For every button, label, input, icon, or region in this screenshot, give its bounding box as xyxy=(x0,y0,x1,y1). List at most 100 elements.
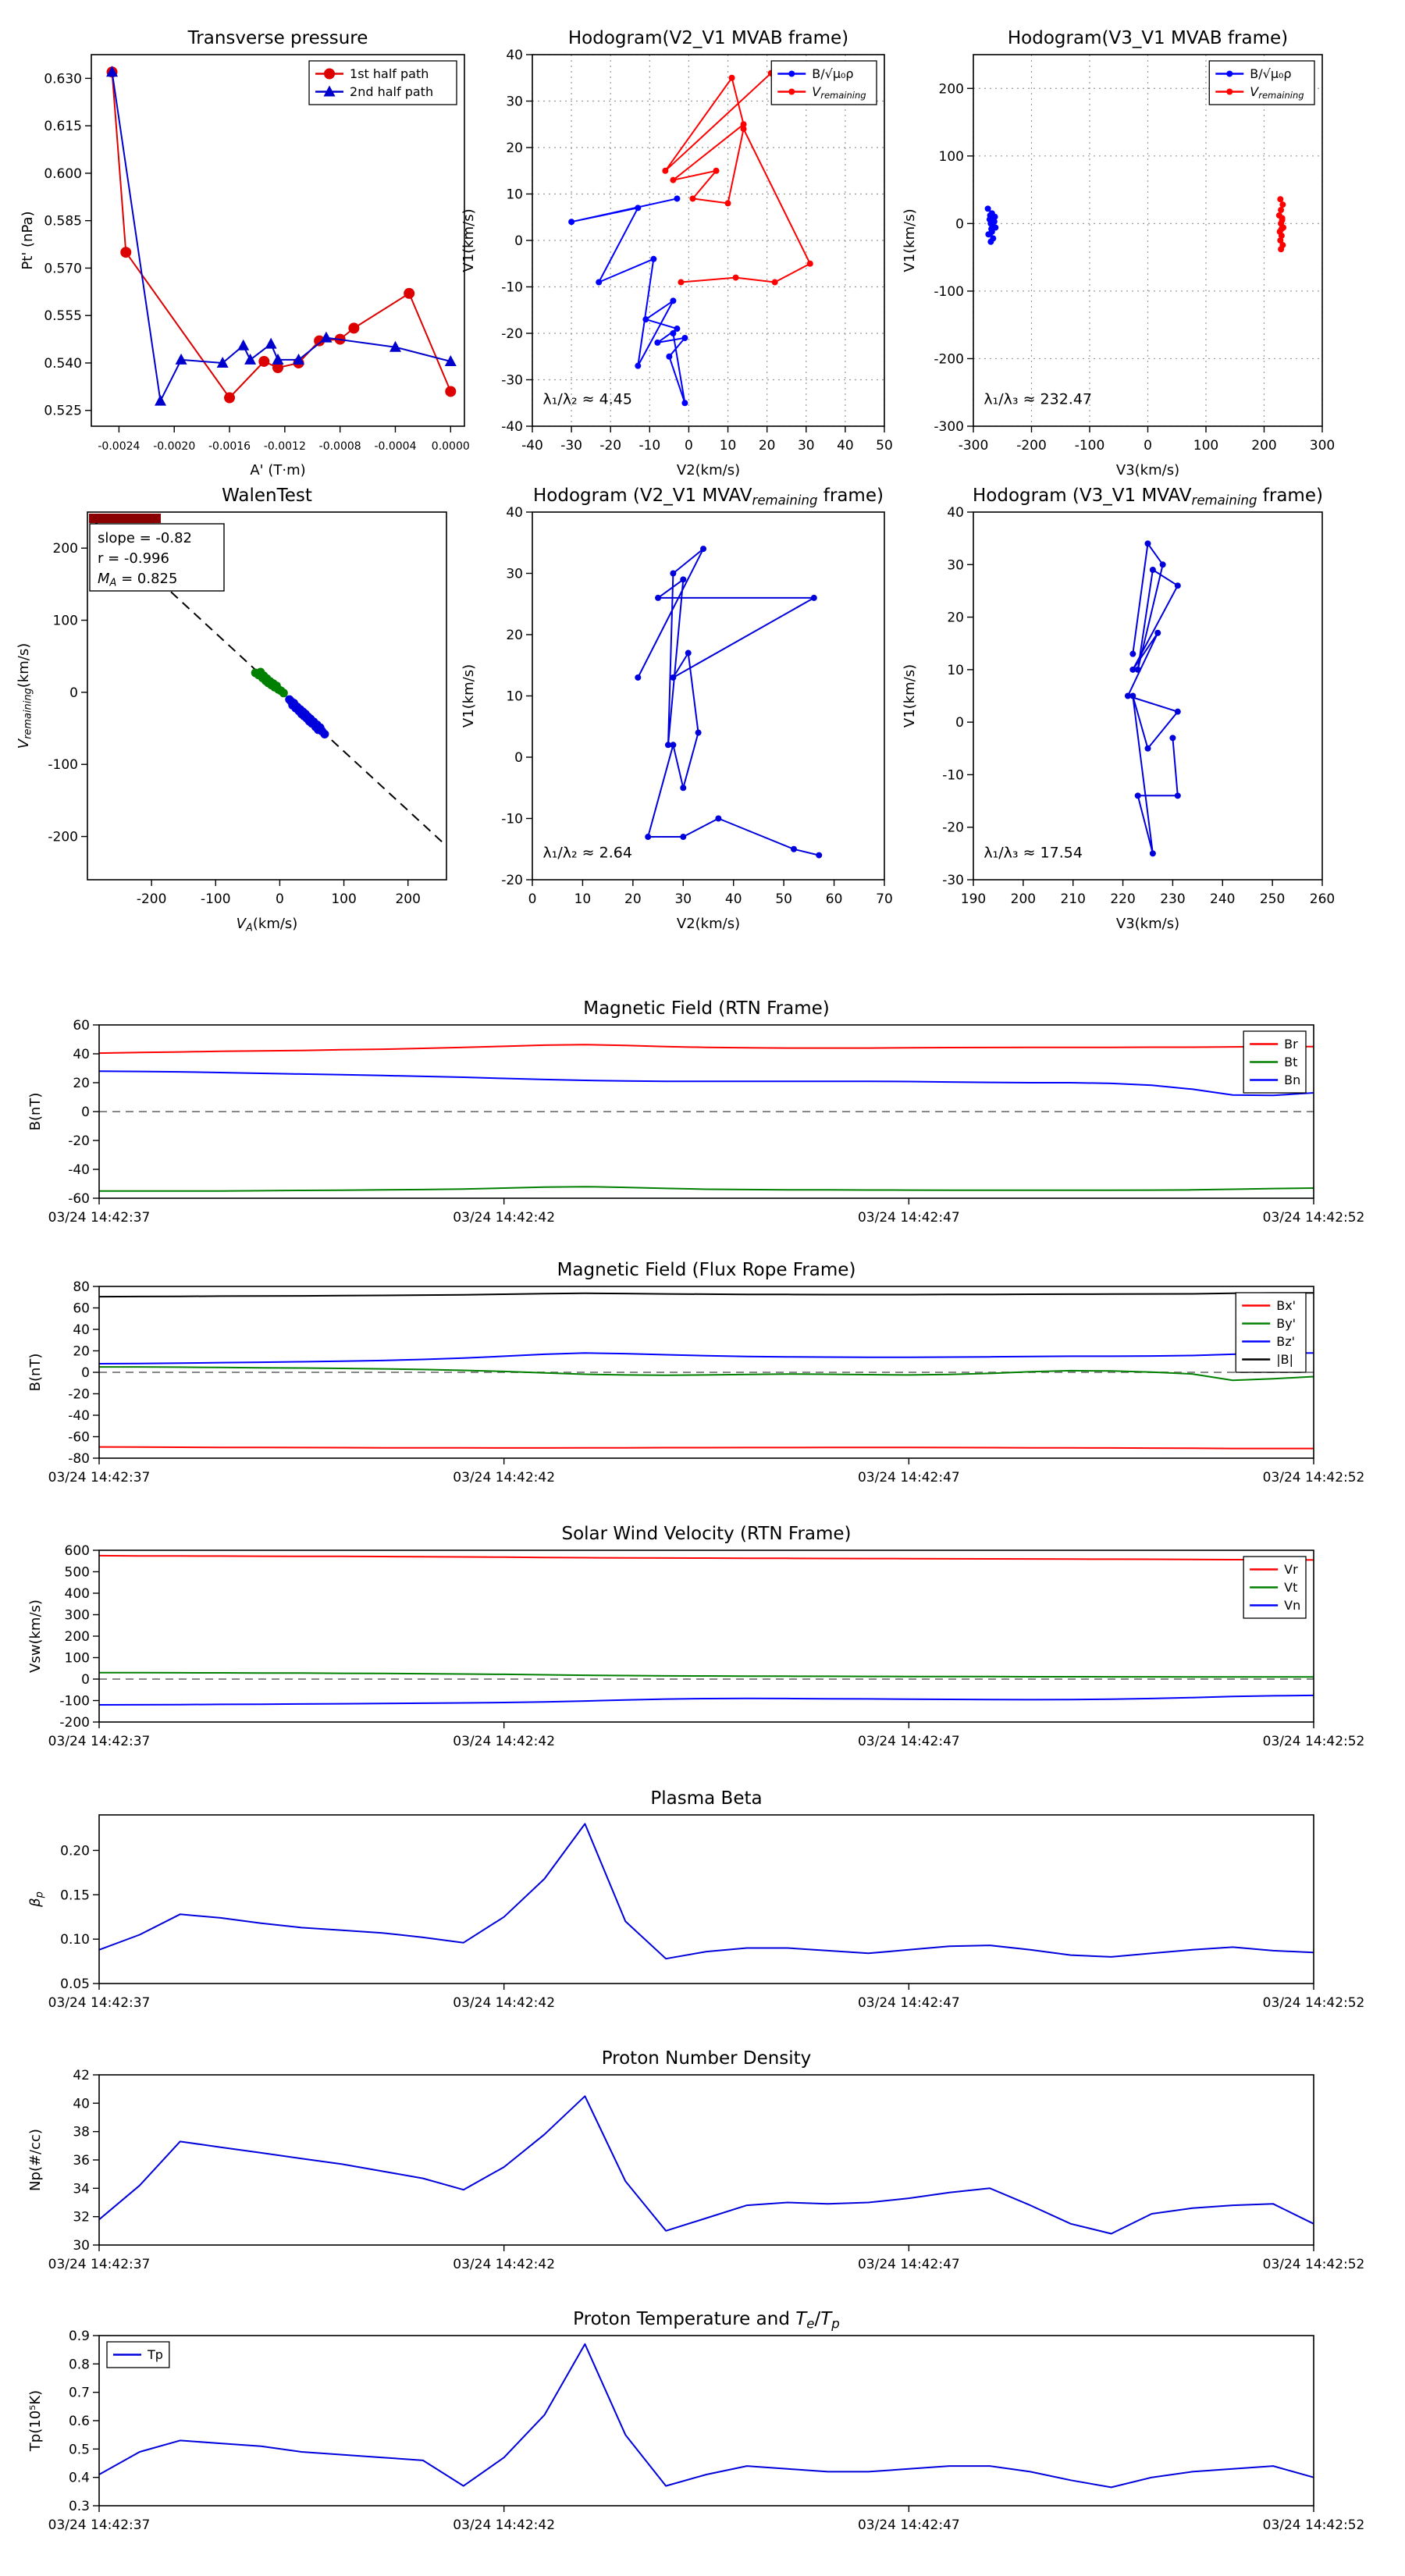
x-tick-label: 10 xyxy=(720,438,737,454)
x-tick-label: 03/24 14:42:37 xyxy=(48,1210,151,1226)
y-tick-label: -40 xyxy=(68,1162,90,1178)
y-tick-label: 200 xyxy=(65,1629,90,1645)
series-np xyxy=(98,2095,1314,2235)
y-tick-label: 100 xyxy=(65,1651,90,1667)
chart-title: Hodogram (V3_V1 MVAVremaining frame) xyxy=(973,486,1323,508)
y-tick-label: 0.6 xyxy=(69,2414,90,2429)
y-tick-label: 80 xyxy=(73,1279,90,1295)
annotation: λ₁/λ₃ ≈ 17.54 xyxy=(984,845,1083,862)
annotation: λ₁/λ₂ ≈ 2.64 xyxy=(543,845,632,862)
y-tick-label: 0.4 xyxy=(69,2471,90,2486)
y-tick-label: -100 xyxy=(934,284,964,300)
y-tick-label: 20 xyxy=(506,628,523,643)
x-tick-label: 100 xyxy=(1193,438,1218,454)
y-tick-label: 100 xyxy=(53,614,78,629)
y-tick-label: 0 xyxy=(955,715,964,731)
x-tick-label: 03/24 14:42:52 xyxy=(1263,2257,1365,2272)
y-tick-label: -40 xyxy=(501,419,523,435)
legend-item-label: 1st half path xyxy=(350,66,429,81)
chart-walen-test: -200 -100 0 100 200 -200 -100 0 100 200 WalenTest V… xyxy=(16,486,447,934)
y-tick-label: 0.615 xyxy=(44,119,82,134)
legend-item-label: Vt xyxy=(1284,1580,1297,1595)
x-tick-label: 50 xyxy=(775,891,792,907)
x-axis-label: V3(km/s) xyxy=(1116,462,1179,479)
legend-item-label: Vn xyxy=(1284,1598,1300,1613)
y-tick-label: 40 xyxy=(73,1047,90,1062)
y-tick-label: 0 xyxy=(69,685,78,701)
x-tick-label: 200 xyxy=(395,891,420,907)
x-tick-label: 03/24 14:42:47 xyxy=(858,1210,960,1226)
x-tick-label: 260 xyxy=(1310,891,1335,907)
x-tick-label: 0.0000 xyxy=(432,440,470,453)
y-tick-label: 0.9 xyxy=(69,2329,90,2344)
y-tick-label: -10 xyxy=(942,767,964,783)
y-tick-label: -60 xyxy=(68,1430,90,1446)
x-axis-label: V2(km/s) xyxy=(677,916,740,932)
chart-transverse-pressure: -0.0024 -0.0020 -0.0016 -0.0012 -0.0008 -0.00… xyxy=(20,28,470,479)
y-tick-label: 36 xyxy=(73,2153,90,2169)
y-tick-label: 42 xyxy=(73,2068,90,2083)
series-vr xyxy=(98,1554,1314,1561)
y-tick-label: 200 xyxy=(53,541,78,557)
x-tick-label: 40 xyxy=(837,438,854,454)
x-tick-label: 0 xyxy=(528,891,537,907)
series-tp xyxy=(98,2343,1314,2489)
y-tick-label: -80 xyxy=(68,1451,90,1467)
y-tick-label: 0.600 xyxy=(44,166,82,182)
x-tick-label: 03/24 14:42:47 xyxy=(858,2517,960,2533)
y-tick-label: 10 xyxy=(947,663,964,678)
x-axis-label: VA(km/s) xyxy=(237,916,298,934)
y-tick-label: 60 xyxy=(73,1301,90,1317)
y-tick-label: 34 xyxy=(73,2181,90,2197)
legend: B/√μ₀ρ Vremaining xyxy=(1208,60,1315,105)
x-tick-label: 230 xyxy=(1160,891,1185,907)
y-tick-label: 40 xyxy=(506,48,523,63)
x-tick-label: 03/24 14:42:52 xyxy=(1263,1470,1365,1485)
y-tick-label: 0.20 xyxy=(60,1843,90,1859)
y-tick-label: -20 xyxy=(501,873,523,888)
y-axis-label: B(nT) xyxy=(27,1354,44,1392)
y-tick-label: 0 xyxy=(81,1105,90,1120)
annotation: λ₁/λ₂ ≈ 4.45 xyxy=(543,390,632,407)
x-tick-label: 03/24 14:42:37 xyxy=(48,1995,151,2011)
y-tick-label: 0 xyxy=(514,750,523,766)
x-tick-label: 03/24 14:42:47 xyxy=(858,1734,960,1749)
x-tick-label: 30 xyxy=(798,438,815,454)
y-tick-label: 200 xyxy=(939,81,964,97)
y-tick-label: 20 xyxy=(73,1344,90,1360)
chart-title: Proton Temperature and Te/Tp xyxy=(573,2309,840,2332)
series-second-half-points xyxy=(285,695,329,738)
series-v-remaining-hodogram xyxy=(635,546,823,859)
y-tick-label: 40 xyxy=(947,505,964,521)
legend-item-label: Bz' xyxy=(1276,1334,1295,1349)
series-bn xyxy=(98,1070,1314,1097)
y-tick-label: -100 xyxy=(48,757,78,773)
legend-item-label: B/√μ₀ρ xyxy=(812,66,853,81)
y-tick-label: 10 xyxy=(506,187,523,203)
y-tick-label: -200 xyxy=(59,1715,90,1731)
y-axis-label: βp xyxy=(27,1891,46,1908)
x-tick-label: 40 xyxy=(725,891,742,907)
y-axis-label: V1(km/s) xyxy=(902,664,918,728)
y-tick-label: -60 xyxy=(68,1191,90,1207)
x-tick-label: 03/24 14:42:37 xyxy=(48,2517,151,2533)
chart-title: Plasma Beta xyxy=(650,1788,762,1809)
x-tick-label: -0.0024 xyxy=(98,440,140,453)
chart-title: Magnetic Field (Flux Rope Frame) xyxy=(557,1260,856,1280)
y-tick-label: 0 xyxy=(514,233,523,249)
x-tick-label: 200 xyxy=(1251,438,1276,454)
y-tick-label: 20 xyxy=(947,610,964,626)
series-vt xyxy=(99,1671,1314,1678)
y-tick-label: 60 xyxy=(73,1018,90,1034)
chart-plasma-beta: 03/24 14:42:37 03/24 14:42:42 03/24 14:42:… xyxy=(27,1788,1364,2011)
y-tick-label: 0.555 xyxy=(44,308,82,324)
y-tick-label: -30 xyxy=(501,373,523,389)
y-axis-label: Vremaining(km/s) xyxy=(16,643,34,749)
y-tick-label: 500 xyxy=(65,1565,90,1581)
y-tick-label: 30 xyxy=(947,557,964,573)
chart-title: Solar Wind Velocity (RTN Frame) xyxy=(561,1524,851,1544)
x-tick-label: -40 xyxy=(521,438,543,454)
annotation: λ₁/λ₃ ≈ 232.47 xyxy=(984,390,1092,407)
